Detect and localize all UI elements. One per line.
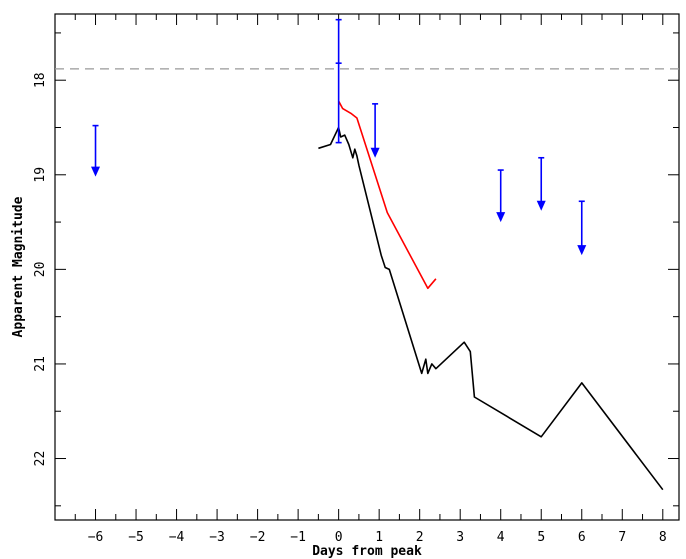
y-tick-label: 22 xyxy=(33,451,48,467)
x-tick-label: 2 xyxy=(416,530,424,545)
upper-limit-arrowhead xyxy=(370,147,380,158)
x-tick-label: 4 xyxy=(497,530,505,545)
x-tick-label: 7 xyxy=(618,530,626,545)
upper-limit-arrowhead xyxy=(577,245,587,256)
y-tick-label: 19 xyxy=(33,167,48,183)
y-tick-label: 18 xyxy=(33,72,48,88)
plot-frame xyxy=(54,13,680,521)
series-line-2 xyxy=(337,100,437,290)
x-tick-label: −2 xyxy=(250,530,266,545)
x-tick-label: −1 xyxy=(290,530,306,545)
x-tick-label: 3 xyxy=(456,530,464,545)
axis-tick-labels: −6 −5 −4 −3 −2 −1 0 1 2 3 4 5 6 7 8 18 19 20 21 22 xyxy=(33,72,667,545)
y-axis-label: Apparent Magnitude xyxy=(11,196,26,337)
series-line-1 xyxy=(318,126,664,491)
x-tick-label: 0 xyxy=(335,530,343,545)
y-tick-label: 20 xyxy=(33,262,48,278)
axis-ticks xyxy=(55,14,679,520)
upper-limit-arrowhead xyxy=(496,212,506,223)
x-tick-label: 1 xyxy=(375,530,383,545)
x-tick-label: 5 xyxy=(537,530,545,545)
series-layer xyxy=(318,100,664,491)
x-tick-label: −3 xyxy=(209,530,225,545)
upper-limit-arrowhead xyxy=(91,166,101,177)
x-tick-label: 6 xyxy=(578,530,586,545)
x-axis-label: Days from peak xyxy=(312,544,422,559)
y-tick-label: 21 xyxy=(33,356,48,372)
markers-layer xyxy=(91,18,587,256)
x-tick-label: −5 xyxy=(128,530,144,545)
x-tick-label: −6 xyxy=(88,530,104,545)
upper-limit-arrowhead xyxy=(536,200,546,211)
x-tick-label: −4 xyxy=(169,530,185,545)
x-tick-label: 8 xyxy=(659,530,667,545)
